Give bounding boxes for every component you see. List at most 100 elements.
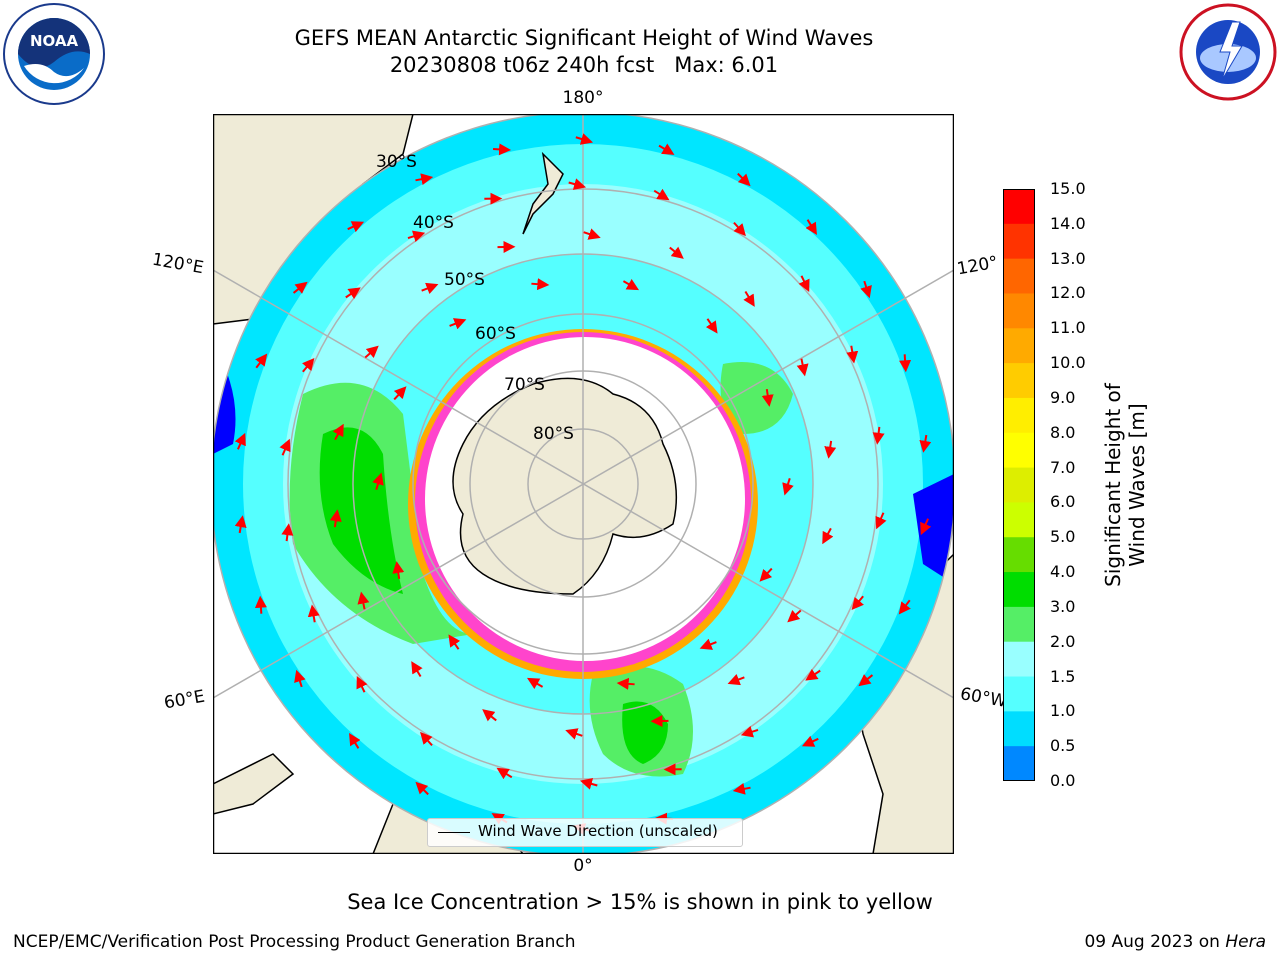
wind-arrow [449,318,467,330]
wind-arrow [801,735,819,747]
wind-arrow [421,282,439,295]
colorbar-swatch [1003,711,1035,747]
label-60e: 60°E [162,686,207,714]
sea-ice-note: Sea Ice Concentration > 15% is shown in … [347,890,933,914]
wind-arrow [575,133,594,145]
colorbar-tick-label: 5.0 [1050,527,1076,547]
wind-arrow [357,591,370,610]
colorbar-tick-label: 13.0 [1050,248,1086,268]
colorbar [1003,189,1035,785]
wind-arrow [496,767,513,780]
title-line-2: 20230808 t06z 240h fcst Max: 6.01 [389,53,779,77]
wind-arrow [493,143,512,156]
lat-label-30s: 30°S [376,152,417,172]
colorbar-swatch [1003,537,1035,573]
colorbar-swatch [1003,432,1035,469]
land-new-zealand [522,151,564,235]
wind-arrow [727,673,745,686]
colorbar-swatch [1003,363,1035,399]
wind-arrow [875,512,887,530]
colorbar-swatch [1003,258,1035,294]
noaa-logo-text: NOAA [30,32,79,50]
wind-arrow [616,677,635,690]
colorbar-tick-label: 4.0 [1050,562,1076,582]
wind-arrow [372,472,384,491]
wind-arrow [307,604,320,623]
colorbar-swatch [1003,676,1035,712]
noaa-logo: NOAA [2,2,106,110]
legend-line-swatch [438,832,470,833]
wind-arrow [356,675,368,693]
wind-arrow [732,782,751,795]
wind-arrow [846,345,859,364]
wind-arrow [919,434,932,453]
colorbar-swatch [1003,223,1035,260]
colorbar-swatch [1003,293,1035,329]
wind-arrow [824,440,837,459]
colorbar-swatch [1003,502,1035,538]
colorbar-tick-label: 6.0 [1050,492,1076,512]
wind-arrow [920,518,932,536]
wind-arrow [234,432,246,450]
wind-arrow [279,438,291,456]
footer-organization: NCEP/EMC/Verification Post Processing Pr… [13,932,576,952]
legend-label: Wind Wave Direction (unscaled) [478,822,718,840]
wind-arrow [415,781,429,796]
colorbar-tick-label: 9.0 [1050,387,1076,407]
lat-label-80s: 80°S [533,424,574,444]
wind-arrow [568,178,587,190]
wind-arrow [393,386,407,401]
wind-arrow [805,219,817,236]
colorbar-swatch [1003,328,1035,364]
colorbar-tick-label: 15.0 [1050,179,1086,198]
wind-arrow [743,290,755,307]
land-africa [213,753,295,815]
wind-arrow [448,634,461,650]
wind-arrow [872,426,885,445]
footer-date: 09 Aug 2023 on Hera [1084,932,1266,952]
colorbar-tick-label: 0.5 [1050,736,1076,756]
wind-arrow [579,778,598,790]
wind-arrow [705,318,718,334]
wind-arrow [860,280,872,299]
wind-arrow [234,515,247,534]
wind-arrow [364,345,379,359]
colorbar-tick-label: 8.0 [1050,422,1076,442]
wind-arrow [411,661,423,678]
wind-arrow [482,709,497,722]
wind-arrow [531,278,550,291]
wind-arrow [669,246,684,259]
polar-map [212,113,955,855]
wind-arrow [782,477,794,496]
wind-arrow [255,353,268,369]
wind-arrow [420,731,433,747]
label-0: 0° [573,856,593,876]
colorbar-tick-label: 14.0 [1050,213,1086,233]
label-180: 180° [562,88,604,108]
wind-arrow [740,725,759,738]
wind-arrow [653,188,670,201]
wind-arrow [622,278,640,291]
wind-arrow [759,567,773,582]
wind-arrow [526,677,544,690]
colorbar-tick-label: 11.0 [1050,318,1086,338]
wind-arrow [658,143,675,155]
wind-arrow [407,230,426,243]
wind-arrow [858,674,874,687]
footer-machine: Hera [1225,932,1266,952]
colorbar-tick-label: 10.0 [1050,353,1086,373]
wind-arrow [294,669,306,688]
lat-label-40s: 40°S [413,213,454,233]
wind-arrow [345,287,361,300]
colorbar-tick-label: 1.5 [1050,666,1076,686]
graticule [213,114,954,854]
colorbar-tick-label: 2.0 [1050,631,1076,651]
label-120w: 120° [955,252,1000,280]
title-line-1: GEFS MEAN Antarctic Significant Height o… [294,26,874,50]
wind-arrow [798,275,810,293]
colorbar-swatch [1003,467,1035,503]
lat-label-60s: 60°S [475,324,516,344]
wind-arrow [733,221,746,237]
wind-arrow [329,509,342,528]
wind-arrow [392,561,405,580]
